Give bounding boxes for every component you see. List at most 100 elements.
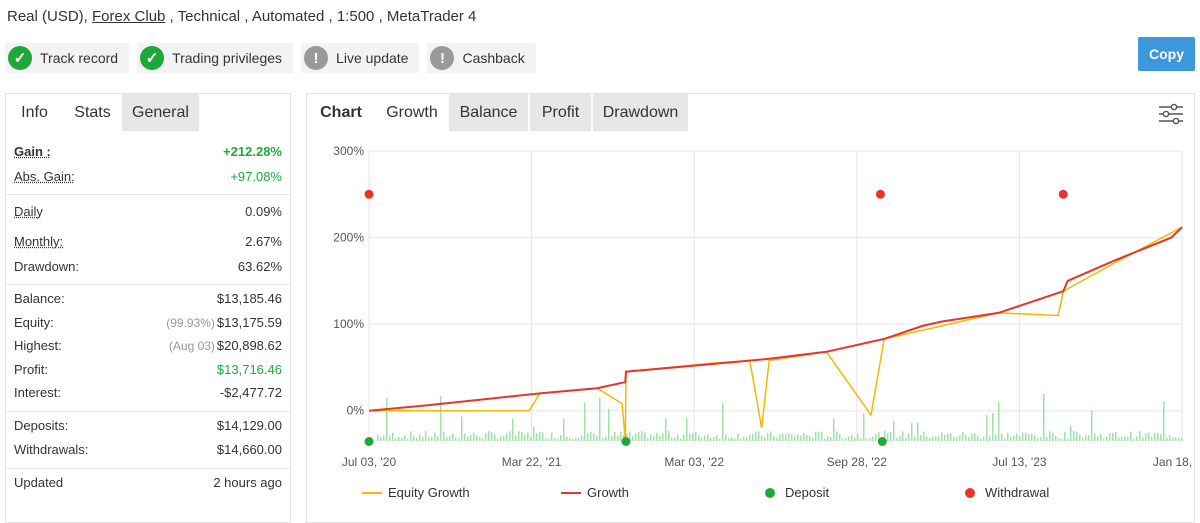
volume-bar — [440, 395, 442, 441]
volume-bar — [965, 435, 967, 441]
legend-equity-growth[interactable]: Equity Growth — [362, 485, 470, 500]
volume-bar — [1148, 432, 1150, 441]
account-details: , Technical , Automated , 1:500 , MetaTr… — [165, 8, 477, 25]
tab-info[interactable]: Info — [6, 94, 63, 131]
volume-bar — [1160, 434, 1162, 441]
stat-label: Drawdown: — [14, 259, 80, 274]
volume-bar — [401, 437, 403, 441]
volume-bar — [599, 397, 601, 441]
volume-bar — [449, 435, 451, 441]
chart-settings-icon[interactable] — [1158, 103, 1184, 125]
tab-profit[interactable]: Profit — [530, 94, 591, 131]
volume-bar — [554, 437, 556, 441]
badge-trading-privileges[interactable]: ✓ Trading privileges — [137, 43, 294, 73]
volume-bar — [935, 436, 937, 441]
volume-bar — [953, 436, 955, 441]
volume-bar — [884, 431, 886, 441]
legend-withdrawal[interactable]: Withdrawal — [965, 485, 1049, 500]
volume-bar — [1079, 434, 1081, 441]
volume-bar — [992, 413, 994, 441]
volume-bar — [995, 434, 997, 441]
volume-bar — [944, 434, 946, 441]
volume-bar — [842, 438, 844, 441]
broker-link[interactable]: Forex Club — [92, 8, 166, 25]
volume-bar — [959, 435, 961, 441]
volume-bar — [416, 437, 418, 441]
volume-bar — [482, 437, 484, 441]
volume-bar — [1157, 433, 1159, 441]
stat-label[interactable]: Abs. Gain: — [14, 169, 75, 184]
volume-bar — [1037, 438, 1039, 441]
volume-bar — [635, 433, 637, 441]
volume-bar — [833, 418, 835, 441]
volume-bar — [569, 437, 571, 441]
volume-bar — [1019, 435, 1021, 441]
tab-balance[interactable]: Balance — [449, 94, 528, 131]
deposit-point — [364, 437, 374, 446]
volume-bar — [743, 436, 745, 441]
tab-growth[interactable]: Growth — [375, 94, 449, 131]
badge-track-record[interactable]: ✓ Track record — [5, 43, 130, 73]
volume-bar — [593, 433, 595, 441]
stat-label[interactable]: Gain : — [14, 144, 51, 159]
volume-bar — [1136, 436, 1138, 441]
volume-bar — [1124, 436, 1126, 441]
x-tick-label: Mar 03, '22 — [664, 455, 724, 469]
volume-bar — [815, 431, 817, 441]
volume-bar — [761, 435, 763, 441]
volume-bar — [560, 435, 562, 441]
volume-bar — [1109, 432, 1111, 441]
volume-bar — [986, 414, 988, 441]
stat-label[interactable]: Daily — [14, 204, 43, 219]
volume-bar — [506, 433, 508, 441]
divider — [6, 194, 290, 195]
volume-bar — [641, 431, 643, 441]
stat-label[interactable]: Monthly: — [14, 234, 64, 249]
volume-bar — [404, 435, 406, 441]
volume-bar — [782, 433, 784, 441]
volume-bar — [587, 433, 589, 441]
volume-bar — [1175, 436, 1177, 441]
legend-growth[interactable]: Growth — [561, 485, 629, 500]
copy-button[interactable]: Copy — [1138, 37, 1195, 71]
badge-live-update[interactable]: ! Live update — [301, 43, 420, 73]
stat-daily: Daily 0.09% — [14, 195, 282, 222]
x-tick-label: Jan 18, '24 — [1153, 455, 1194, 469]
stat-value: $14,660.00 — [216, 442, 282, 457]
volume-bar — [647, 438, 649, 441]
volume-bar — [824, 438, 826, 441]
volume-bar — [866, 438, 868, 441]
divider — [6, 411, 290, 412]
stat-balance: Balance: $13,185.46 — [14, 285, 282, 309]
legend-deposit[interactable]: Deposit — [765, 485, 829, 500]
tab-stats[interactable]: Stats — [63, 94, 122, 131]
badge-cashback[interactable]: ! Cashback — [427, 43, 536, 73]
volume-bar — [479, 437, 481, 441]
volume-bar — [380, 437, 382, 441]
volume-bar — [1169, 435, 1171, 441]
exclamation-icon: ! — [304, 46, 329, 70]
legend-label: Withdrawal — [985, 485, 1050, 500]
volume-bar — [644, 432, 646, 441]
volume-bar — [1085, 435, 1087, 441]
volume-bar — [1043, 393, 1045, 441]
stats-list: Gain : +212.28% Abs. Gain: +97.08% Daily… — [6, 134, 290, 492]
volume-bar — [722, 403, 724, 441]
verification-badges: ✓ Track record ✓ Trading privileges ! Li… — [5, 43, 536, 73]
volume-bar — [1181, 437, 1183, 441]
withdrawal-point — [1058, 189, 1068, 199]
divider — [6, 468, 290, 469]
tab-drawdown[interactable]: Drawdown — [593, 94, 688, 131]
growth-chart[interactable]: 300% 200% 100% 0% Jul 03, '20 Mar 22, '21 Mar … — [307, 94, 1194, 484]
volume-bar — [896, 438, 898, 441]
x-tick-label: Jul 03, '20 — [342, 455, 397, 469]
tab-general[interactable]: General — [122, 94, 199, 131]
stat-value: 0.09% — [245, 204, 282, 219]
volume-bar — [1154, 432, 1156, 441]
volume-bar — [800, 435, 802, 441]
volume-bar — [1163, 401, 1165, 441]
volume-bar — [515, 435, 517, 441]
volume-bar — [932, 436, 934, 441]
volume-bar — [983, 436, 985, 441]
volume-bar — [998, 401, 1000, 441]
